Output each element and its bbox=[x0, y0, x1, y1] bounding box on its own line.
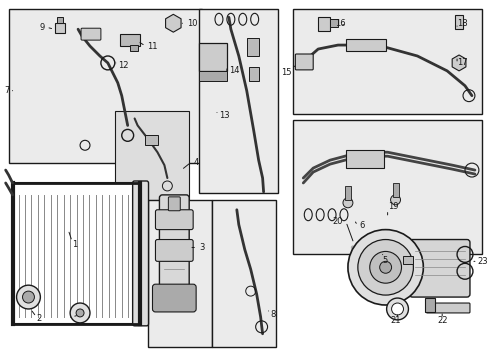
Bar bbox=[115, 111, 189, 200]
FancyBboxPatch shape bbox=[155, 239, 193, 261]
FancyBboxPatch shape bbox=[155, 210, 193, 230]
FancyBboxPatch shape bbox=[408, 239, 469, 297]
Text: 15: 15 bbox=[280, 68, 291, 77]
FancyBboxPatch shape bbox=[392, 183, 398, 197]
FancyBboxPatch shape bbox=[344, 186, 350, 200]
Circle shape bbox=[391, 303, 403, 315]
FancyBboxPatch shape bbox=[81, 28, 101, 40]
Circle shape bbox=[357, 239, 412, 295]
Circle shape bbox=[22, 291, 34, 303]
Bar bbox=[9, 9, 202, 163]
Bar bbox=[318, 17, 329, 31]
FancyBboxPatch shape bbox=[13, 183, 139, 324]
Bar bbox=[345, 39, 385, 51]
Text: 22: 22 bbox=[436, 316, 447, 325]
Text: 16: 16 bbox=[335, 19, 345, 28]
FancyBboxPatch shape bbox=[120, 34, 139, 46]
Circle shape bbox=[386, 298, 407, 320]
Text: 18: 18 bbox=[456, 19, 467, 28]
Bar bbox=[293, 121, 481, 255]
Text: 3: 3 bbox=[199, 243, 204, 252]
FancyBboxPatch shape bbox=[426, 303, 469, 313]
Circle shape bbox=[70, 303, 90, 323]
Bar bbox=[212, 200, 276, 347]
Circle shape bbox=[369, 251, 401, 283]
Text: 7: 7 bbox=[5, 86, 10, 95]
Bar bbox=[55, 23, 65, 33]
Text: 9: 9 bbox=[39, 23, 44, 32]
Text: 11: 11 bbox=[147, 41, 158, 50]
Bar bbox=[329, 19, 337, 27]
Text: 19: 19 bbox=[387, 202, 397, 211]
FancyBboxPatch shape bbox=[159, 195, 189, 310]
FancyBboxPatch shape bbox=[199, 43, 226, 71]
Text: 12: 12 bbox=[118, 62, 128, 71]
Text: 17: 17 bbox=[456, 58, 467, 67]
Bar bbox=[454, 15, 462, 29]
Text: 20: 20 bbox=[332, 217, 342, 226]
Circle shape bbox=[342, 198, 352, 208]
Bar bbox=[147, 200, 212, 347]
Circle shape bbox=[390, 195, 400, 205]
Text: 13: 13 bbox=[219, 111, 229, 120]
Text: 4: 4 bbox=[193, 158, 198, 167]
Bar bbox=[246, 38, 258, 56]
Bar bbox=[345, 150, 383, 168]
Text: 10: 10 bbox=[187, 19, 197, 28]
Bar bbox=[129, 45, 137, 51]
Text: 21: 21 bbox=[389, 316, 400, 325]
Circle shape bbox=[379, 261, 391, 273]
FancyBboxPatch shape bbox=[132, 181, 148, 326]
Circle shape bbox=[76, 309, 84, 317]
Bar bbox=[425, 298, 434, 312]
FancyBboxPatch shape bbox=[152, 284, 196, 312]
FancyBboxPatch shape bbox=[295, 54, 313, 70]
Bar bbox=[403, 256, 412, 264]
FancyBboxPatch shape bbox=[168, 197, 180, 211]
Text: 8: 8 bbox=[270, 310, 275, 319]
Text: 14: 14 bbox=[228, 66, 239, 75]
Text: 2: 2 bbox=[36, 314, 41, 323]
Text: 1: 1 bbox=[72, 240, 77, 249]
Text: 5: 5 bbox=[382, 256, 387, 265]
Circle shape bbox=[17, 285, 41, 309]
Bar bbox=[199, 71, 226, 81]
Circle shape bbox=[347, 230, 423, 305]
Text: 23: 23 bbox=[476, 257, 487, 266]
Text: 6: 6 bbox=[359, 221, 365, 230]
Bar bbox=[144, 135, 158, 145]
Bar bbox=[248, 67, 258, 81]
Bar bbox=[199, 9, 278, 193]
Bar bbox=[293, 9, 481, 113]
Bar bbox=[57, 17, 63, 23]
